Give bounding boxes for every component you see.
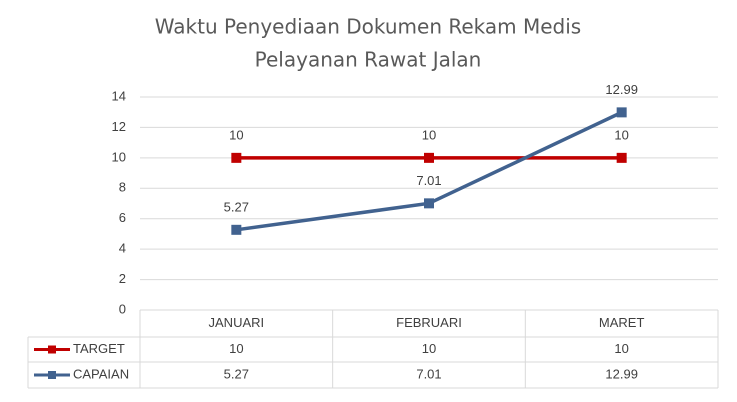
y-tick-label: 4: [119, 241, 126, 256]
y-tick-label: 6: [119, 210, 126, 225]
y-tick-label: 10: [112, 149, 126, 164]
y-tick-label: 2: [119, 271, 126, 286]
data-label: 7.01: [416, 173, 441, 188]
y-tick-label: 14: [112, 88, 126, 103]
x-tick-label: MARET: [599, 315, 645, 330]
x-tick-label: FEBRUARI: [396, 315, 462, 330]
legend-label: TARGET: [73, 341, 125, 356]
data-label: 10: [422, 127, 436, 142]
table-cell: 7.01: [416, 366, 441, 381]
point-marker: [616, 107, 627, 118]
x-tick-label: JANUARI: [209, 315, 265, 330]
point-marker: [231, 224, 242, 235]
point-marker: [424, 152, 434, 163]
data-label: 10: [229, 127, 243, 142]
point-marker: [616, 152, 627, 163]
data-label: 5.27: [224, 199, 249, 214]
table-cell: 5.27: [224, 366, 249, 381]
chart-title: Waktu Penyediaan Dokumen Rekam Medis: [155, 15, 581, 39]
legend-label: CAPAIAN: [73, 366, 129, 381]
y-tick-label: 0: [119, 301, 126, 316]
table-cell: 12.99: [605, 366, 638, 381]
point-marker: [424, 198, 434, 209]
legend-marker: [48, 371, 56, 379]
table-cell: 10: [229, 341, 243, 356]
legend-marker: [48, 345, 56, 354]
y-tick-label: 12: [112, 119, 126, 134]
table-cell: 10: [614, 341, 628, 356]
point-marker: [231, 152, 242, 163]
chart-title: Pelayanan Rawat Jalan: [255, 48, 482, 72]
data-label: 12.99: [605, 82, 638, 97]
data-label: 10: [614, 127, 628, 142]
table-cell: 10: [422, 341, 436, 356]
y-tick-label: 8: [119, 180, 126, 195]
